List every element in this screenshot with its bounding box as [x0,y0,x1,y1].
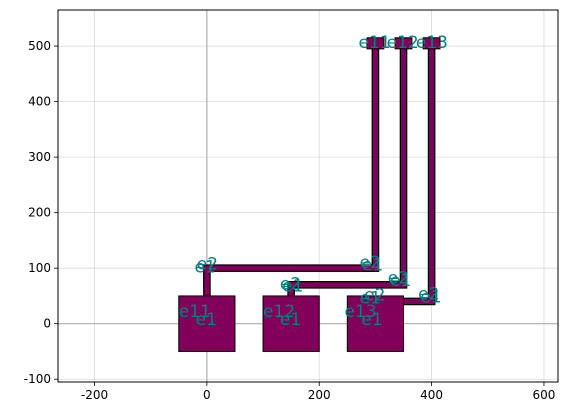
port-label: e1 [361,310,382,330]
pad-5 [394,37,413,50]
port-label: e1 [362,255,383,275]
pad-2 [262,295,320,352]
route-2 [288,46,407,296]
route-2-outline [287,46,408,296]
port-label: e13 [416,33,448,53]
pad-6 [422,37,441,50]
port-label: e12 [263,302,295,322]
plot-frame [57,9,559,383]
pads [178,37,441,352]
pad-4 [366,37,385,50]
port-label: e1 [390,271,411,291]
port-label: e1 [420,288,441,308]
port-label: e2 [364,285,385,305]
x-axis-ticks: -200 0 200 400 600 [81,382,556,402]
port-label: e1 [360,289,381,309]
x-tick-label: 0 [203,388,211,402]
port-label: e1 [280,310,301,330]
y-tick-label: 100 [28,261,51,275]
x-tick-label: 200 [308,388,331,402]
port-label: e12 [387,33,419,53]
y-tick-label: -100 [24,372,51,386]
port-label: e13 [345,302,377,322]
y-tick-label: 200 [28,206,51,220]
y-tick-label: 0 [43,317,51,331]
port-label: e11 [179,302,211,322]
port-label: e1 [195,258,216,278]
x-tick-label: 400 [420,388,443,402]
x-tick-label: -200 [81,388,108,402]
port-label: e1 [196,310,217,330]
y-tick-label: 400 [28,95,51,109]
route-1-outline [203,46,380,296]
port-label: e1 [282,276,303,296]
port-label: e2 [280,274,301,294]
x-tick-label: 600 [533,388,556,402]
route-1 [204,46,378,296]
port-label: e2 [360,253,381,273]
y-tick-label: 300 [28,150,51,164]
port-label: e2 [388,269,409,289]
pad-1 [178,295,236,352]
pad-3 [346,295,405,352]
y-tick-label: 500 [28,39,51,53]
port-label: e11 [359,33,391,53]
y-axis-ticks: -100 0 100 200 300 400 500 [24,39,58,386]
port-label: e2 [197,254,218,274]
port-label: e2 [418,284,439,304]
